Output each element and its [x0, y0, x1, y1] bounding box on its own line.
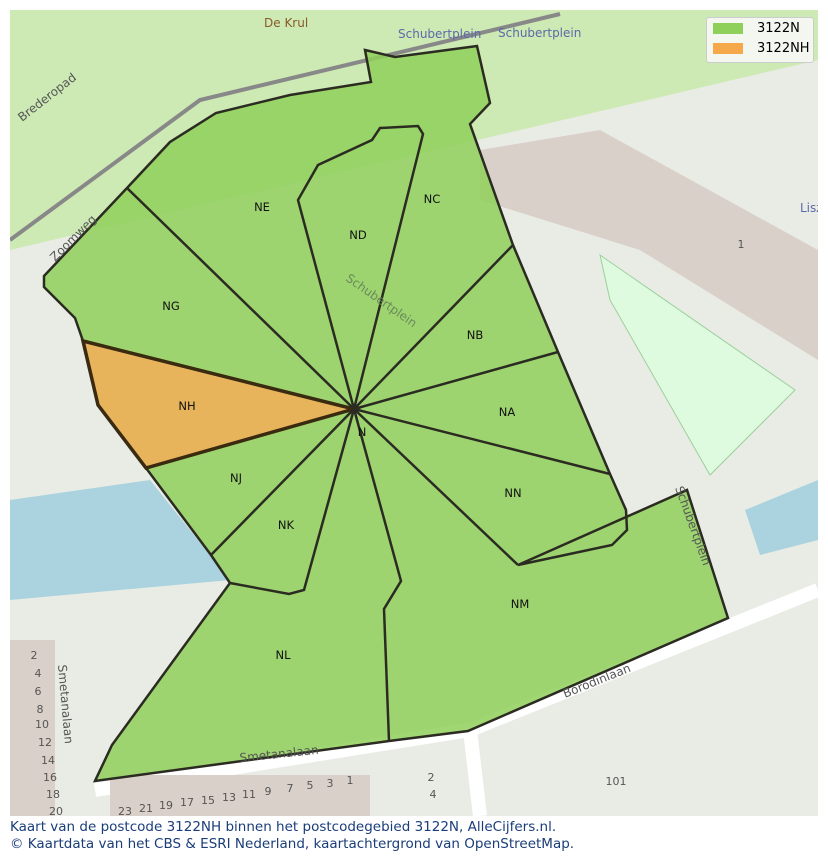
- caption-line2: © Kaartdata van het CBS & ESRI Nederland…: [10, 836, 575, 852]
- road: [463, 729, 487, 816]
- houses: [10, 640, 55, 816]
- legend-swatch: [713, 22, 743, 34]
- area-label: NH: [178, 399, 195, 413]
- houses: [110, 775, 370, 816]
- map[interactable]: NE ND NC NG NB NH NA N NJ NN NK NM NL Br…: [10, 10, 818, 816]
- pond: [599, 253, 796, 476]
- postcode-area-3122NH[interactable]: [80, 338, 361, 471]
- legend-swatch: [713, 42, 743, 54]
- area-label: NL: [275, 648, 291, 662]
- house-number: 6: [35, 685, 42, 698]
- house-number: 1: [738, 238, 745, 251]
- building: [480, 130, 818, 360]
- house-number: 7: [287, 782, 294, 795]
- water: [10, 480, 230, 600]
- house-number: 8: [37, 703, 44, 716]
- street-label: Smetanalaan: [55, 664, 76, 744]
- area-label: NN: [504, 486, 521, 500]
- house-number: 20: [49, 805, 63, 816]
- legend-label: 3122N: [757, 20, 800, 36]
- area-label: NM: [511, 597, 530, 611]
- street-label: Schubertplein: [498, 26, 581, 40]
- area-label: NB: [467, 328, 484, 342]
- house-number: 101: [606, 775, 627, 788]
- area-label: ND: [349, 228, 367, 242]
- area-label: NE: [254, 200, 270, 214]
- area-label: NA: [499, 405, 516, 419]
- legend-item: 3122NH: [707, 38, 813, 58]
- street-label: De Krul: [264, 16, 308, 30]
- house-number: 1: [347, 774, 354, 787]
- legend: 3122N 3122NH: [706, 17, 814, 63]
- house-number: 21: [139, 802, 153, 815]
- house-number: 18: [46, 788, 60, 801]
- railway: [10, 12, 561, 242]
- caption-line1: Kaart van de postcode 3122NH binnen het …: [10, 819, 557, 835]
- house-number: 10: [35, 718, 49, 731]
- house-number: 14: [41, 754, 55, 767]
- legend-label: 3122NH: [757, 40, 810, 56]
- house-number: 16: [43, 771, 57, 784]
- water: [745, 480, 818, 555]
- house-number: 2: [31, 649, 38, 662]
- house-number: 9: [265, 785, 272, 798]
- house-number: 17: [180, 796, 194, 809]
- area-label: NK: [278, 518, 295, 532]
- area-label: NG: [162, 299, 180, 313]
- house-number: 23: [118, 805, 132, 816]
- area-label: N: [358, 425, 367, 439]
- house-number: 13: [222, 791, 236, 804]
- house-number: 4: [35, 667, 42, 680]
- sector-borders: [126, 124, 611, 742]
- legend-item: 3122N: [707, 18, 813, 38]
- house-number: 3: [327, 777, 334, 790]
- street-label: Lisz: [800, 201, 818, 215]
- area-label: NJ: [230, 471, 242, 485]
- house-number: 12: [38, 736, 52, 749]
- street-label: Schubertplein: [398, 27, 481, 41]
- area-label: NC: [424, 192, 441, 206]
- postcode-area-3122N[interactable]: [42, 44, 730, 783]
- house-number: 15: [201, 794, 215, 807]
- house-number: 5: [307, 779, 314, 792]
- house-number: 4: [430, 788, 437, 801]
- house-number: 19: [159, 799, 173, 812]
- house-number: 2: [428, 771, 435, 784]
- house-number: 11: [242, 788, 256, 801]
